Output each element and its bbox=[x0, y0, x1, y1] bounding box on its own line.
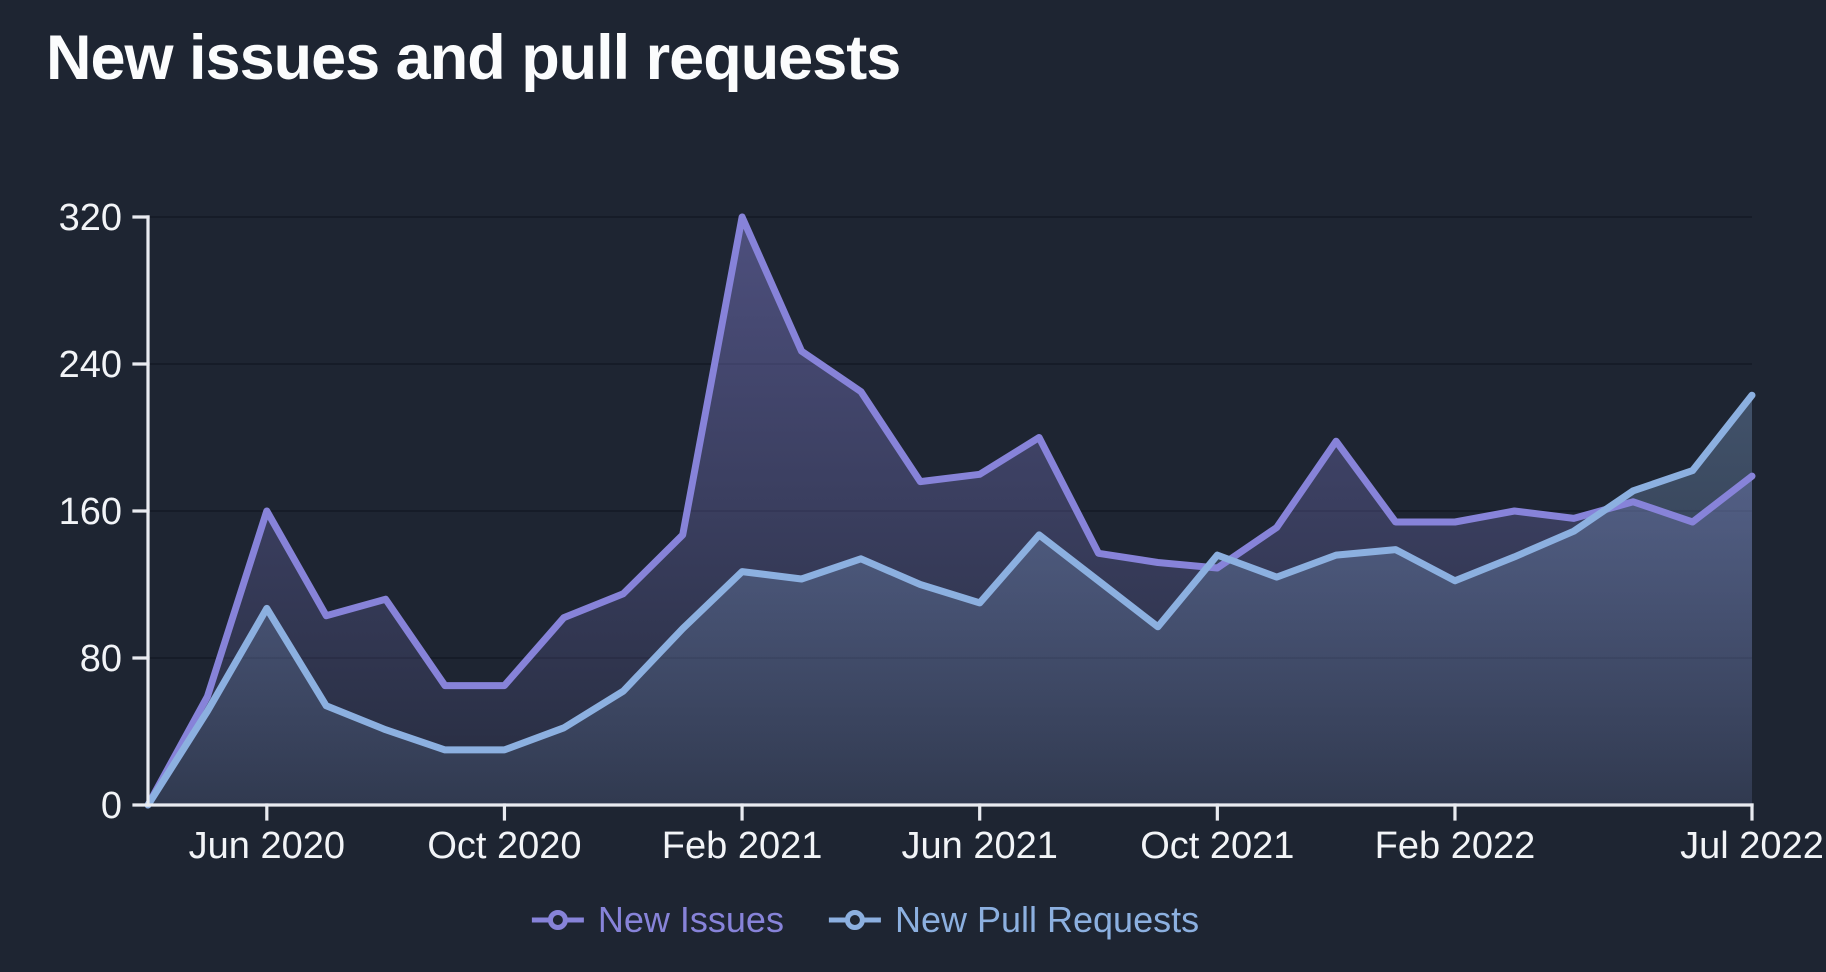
new-issues-legend-marker bbox=[531, 910, 584, 930]
page-title: New issues and pull requests bbox=[46, 23, 901, 93]
new-pull-requests-area bbox=[148, 395, 1752, 805]
y-tick-label-320: 320 bbox=[59, 197, 122, 239]
legend: New Issues New Pull Requests bbox=[531, 899, 1199, 941]
new-issues-line bbox=[144, 213, 1756, 809]
legend-label-new-issues: New Issues bbox=[597, 899, 784, 940]
legend-item-new-pull-requests[interactable]: New Pull Requests bbox=[828, 899, 1199, 941]
new-pull-requests-line bbox=[144, 391, 1756, 809]
x-tick-label-jun-2021: Jun 2021 bbox=[902, 825, 1058, 867]
y-tick-label-240: 240 bbox=[59, 344, 122, 386]
x-tick-label-feb-2022: Feb 2022 bbox=[1375, 825, 1536, 867]
x-tick-label-oct-2020: Oct 2020 bbox=[427, 825, 581, 867]
new-pull-requests-legend-marker bbox=[828, 910, 881, 930]
legend-item-new-issues[interactable]: New Issues bbox=[531, 899, 784, 941]
x-tick-label-jul-2022: Jul 2022 bbox=[1680, 825, 1824, 867]
x-tick-label-oct-2021: Oct 2021 bbox=[1140, 825, 1294, 867]
y-tick-label-80: 80 bbox=[80, 638, 122, 680]
legend-label-new-pull-requests: New Pull Requests bbox=[894, 899, 1200, 940]
y-tick-label-0: 0 bbox=[101, 785, 122, 827]
x-tick-label-jun-2020: Jun 2020 bbox=[189, 825, 345, 867]
x-tick-label-feb-2021: Feb 2021 bbox=[662, 825, 823, 867]
y-tick-label-160: 160 bbox=[59, 491, 122, 533]
